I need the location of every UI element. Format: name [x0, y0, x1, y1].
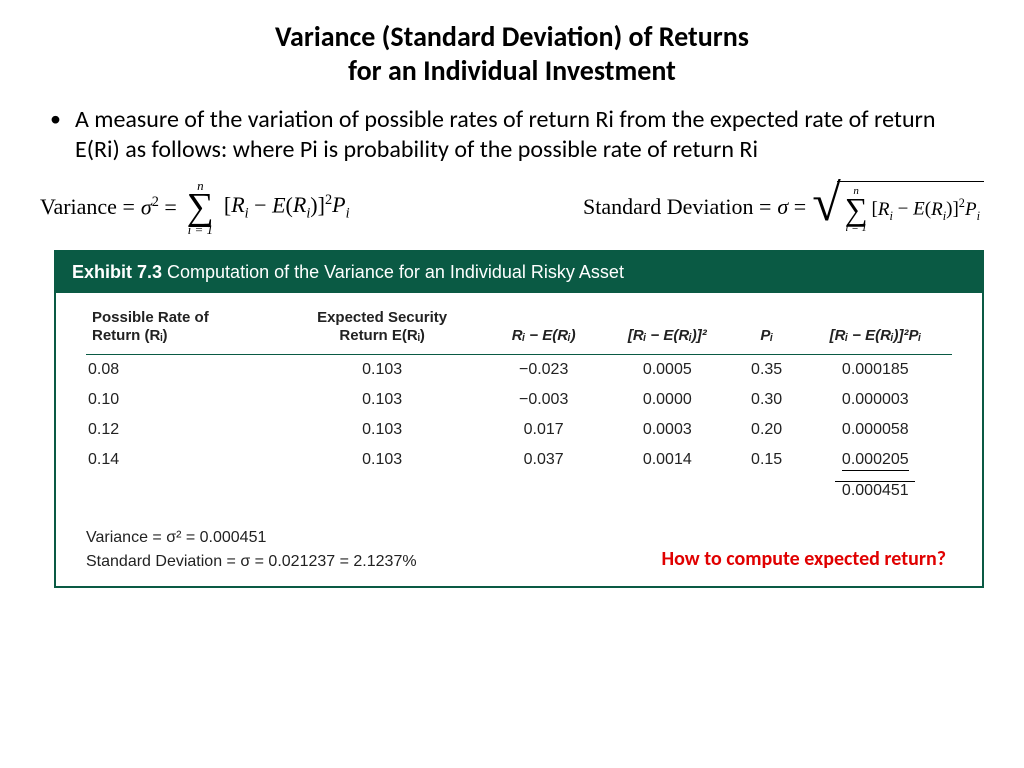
result-stdev: Standard Deviation = σ = 0.021237 = 2.12… [86, 550, 417, 574]
table-cell: 0.08 [86, 355, 277, 386]
title-line-1: Variance (Standard Deviation) of Returns [275, 19, 749, 54]
col-header: Pᵢ [735, 309, 799, 355]
title-line-2: for an Individual Investment [348, 53, 676, 88]
sigma-squared: σ2 = [141, 194, 177, 220]
table-cell: 0.103 [277, 355, 488, 386]
table-cell: 0.35 [735, 355, 799, 386]
col-header: Possible Rate ofReturn (Rᵢ) [86, 309, 277, 355]
exhibit-number: Exhibit 7.3 [72, 262, 162, 282]
red-question: How to compute expected return? [661, 544, 946, 574]
table-row: 0.140.1030.0370.00140.150.000205 [86, 445, 952, 475]
table-cell: 0.15 [735, 445, 799, 475]
table-header-row: Possible Rate ofReturn (Rᵢ) Expected Sec… [86, 309, 952, 355]
total-cell: 0.000451 [799, 475, 952, 506]
table-cell: 0.0005 [600, 355, 735, 386]
table-cell: 0.0014 [600, 445, 735, 475]
table-row: 0.080.103−0.0230.00050.350.000185 [86, 355, 952, 386]
table-cell: 0.103 [277, 415, 488, 445]
sigma-equals: σ = [777, 194, 806, 220]
summation-symbol: n ∑ i = 1 [187, 179, 214, 235]
table-cell: −0.003 [487, 385, 600, 415]
table-cell: 0.037 [487, 445, 600, 475]
stdev-label: Standard Deviation = [583, 194, 771, 220]
col-header: Expected SecurityReturn E(Rᵢ) [277, 309, 488, 355]
table-cell: 0.017 [487, 415, 600, 445]
formula-row: Variance = σ2 = n ∑ i = 1 [Ri − E(Ri)]2P… [40, 179, 984, 235]
table-cell: 0.0003 [600, 415, 735, 445]
slide-title: Variance (Standard Deviation) of Returns… [40, 20, 984, 87]
table-cell: 0.30 [735, 385, 799, 415]
variance-label: Variance = [40, 194, 135, 220]
exhibit-body: Possible Rate ofReturn (Rᵢ) Expected Sec… [56, 293, 982, 587]
variance-term: [Ri − E(Ri)]2Pi [224, 192, 350, 223]
table-cell: 0.14 [86, 445, 277, 475]
table-row: 0.100.103−0.0030.00000.300.000003 [86, 385, 952, 415]
sqrt-expression: √ n ∑ i = 1 [Ri − E(Ri)]2Pi [812, 181, 984, 234]
table-cell: 0.000205 [799, 445, 952, 475]
table-cell: 0.10 [86, 385, 277, 415]
table-cell: 0.103 [277, 445, 488, 475]
summation-symbol: n ∑ i = 1 [845, 186, 868, 234]
table-total-row: 0.000451 [86, 475, 952, 506]
table-cell: 0.000003 [799, 385, 952, 415]
table-cell: −0.023 [487, 355, 600, 386]
exhibit-header: Exhibit 7.3 Computation of the Variance … [56, 252, 982, 293]
table-cell: 0.20 [735, 415, 799, 445]
bullet-marker: • [50, 105, 61, 133]
col-header: [Rᵢ − E(Rᵢ)]² [600, 309, 735, 355]
table-cell: 0.12 [86, 415, 277, 445]
exhibit-results: Variance = σ² = 0.000451 Standard Deviat… [86, 526, 952, 574]
table-cell: 0.103 [277, 385, 488, 415]
col-header: Rᵢ − E(Rᵢ) [487, 309, 600, 355]
table-cell: 0.0000 [600, 385, 735, 415]
exhibit-box: Exhibit 7.3 Computation of the Variance … [54, 250, 984, 589]
table-cell: 0.000058 [799, 415, 952, 445]
table-cell: 0.000185 [799, 355, 952, 386]
bullet-item: • A measure of the variation of possible… [40, 105, 984, 165]
col-header: [Rᵢ − E(Rᵢ)]²Pᵢ [799, 309, 952, 355]
stdev-formula: Standard Deviation = σ = √ n ∑ i = 1 [Ri… [583, 181, 984, 234]
exhibit-title: Computation of the Variance for an Indiv… [162, 262, 624, 282]
bullet-text: A measure of the variation of possible r… [75, 105, 984, 165]
table-row: 0.120.1030.0170.00030.200.000058 [86, 415, 952, 445]
stdev-term: [Ri − E(Ri)]2Pi [872, 196, 980, 223]
variance-table: Possible Rate ofReturn (Rᵢ) Expected Sec… [86, 309, 952, 507]
variance-formula: Variance = σ2 = n ∑ i = 1 [Ri − E(Ri)]2P… [40, 179, 350, 235]
